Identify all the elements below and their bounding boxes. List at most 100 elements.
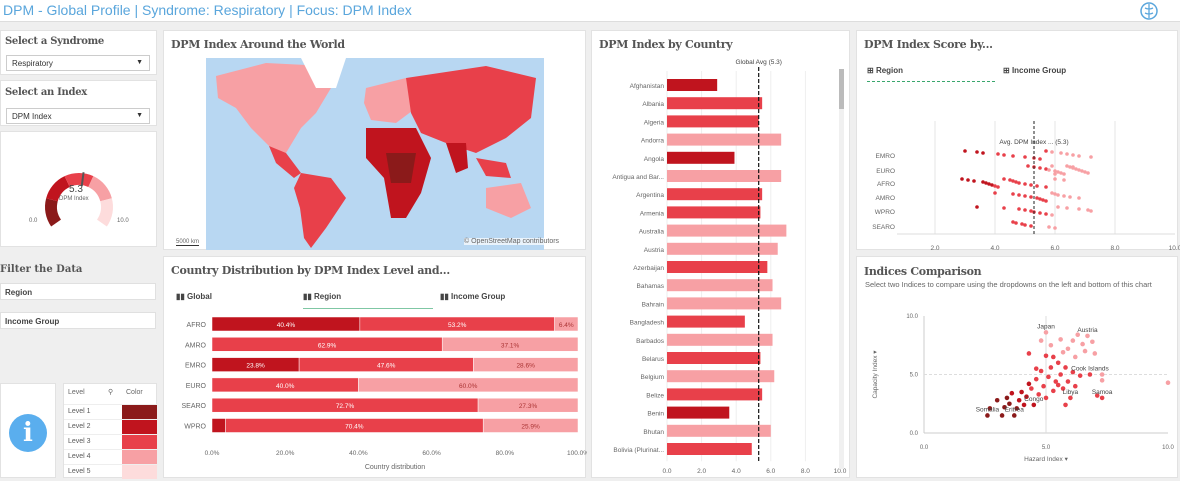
country-bar	[667, 388, 763, 401]
column-level[interactable]: Level	[68, 389, 85, 396]
x-tick-label: 10.0	[1169, 245, 1180, 252]
indices-point	[1053, 379, 1059, 384]
y-tick-label: 0.0	[910, 431, 919, 437]
map-central-africa	[386, 153, 416, 183]
point-annotation: Somalia	[976, 406, 1000, 413]
indices-point	[1024, 394, 1029, 400]
country-label: Azerbaijan	[633, 265, 664, 272]
filter-section: Filter the Data Region Income Group	[0, 258, 157, 348]
map-russia-asia	[406, 66, 536, 153]
indices-point	[1002, 404, 1007, 410]
score-point	[996, 185, 1000, 189]
score-point	[1077, 154, 1081, 158]
distribution-title: Country Distribution by DPM Index Level …	[171, 264, 450, 277]
gauge-label: DPM Index	[59, 196, 89, 202]
indices-point	[1043, 395, 1049, 401]
score-point	[972, 179, 976, 183]
score-point	[1020, 222, 1024, 226]
country-bar	[667, 224, 787, 237]
scrollbar-thumb[interactable]	[839, 69, 844, 109]
region-label: AMRO	[876, 195, 896, 202]
indices-point	[1026, 381, 1032, 387]
x-tick-label: 0.0	[662, 468, 671, 475]
score-point	[1071, 165, 1075, 169]
distribution-bar-segment	[211, 418, 226, 433]
map-attribution[interactable]: © OpenStreetMap contributors	[464, 238, 560, 245]
tab-score-region[interactable]: ⊞ Region	[867, 66, 995, 82]
country-bar	[667, 443, 752, 455]
tab-region[interactable]: ▮▮ Region	[303, 292, 433, 309]
tab-income-group[interactable]: ▮▮ Income Group	[440, 292, 506, 301]
bar-chart-icon: ▮▮	[176, 292, 188, 301]
legend-row[interactable]: Level 5	[64, 464, 158, 479]
country-label: Algeria	[644, 119, 665, 126]
legend-color-swatch	[122, 405, 157, 419]
point-annotation: Libya	[1063, 389, 1079, 396]
indices-title: Indices Comparison	[864, 265, 982, 278]
segment-label: 40.0%	[276, 383, 295, 390]
score-point	[1038, 166, 1042, 170]
gauge-segment	[44, 198, 61, 227]
legend-row[interactable]: Level 4	[64, 449, 158, 464]
indices-point	[1036, 392, 1041, 397]
segment-label: 47.6%	[377, 363, 396, 370]
score-point	[1053, 226, 1057, 230]
country-bar	[667, 170, 782, 182]
point-annotation: Congo	[1024, 396, 1044, 403]
gauge-chart	[44, 172, 113, 227]
scrollbar[interactable]	[839, 69, 844, 469]
x-tick-label: 60.0%	[422, 450, 441, 457]
country-label: Barbados	[636, 338, 665, 345]
indices-point	[1070, 338, 1076, 343]
legend-row[interactable]: Level 1	[64, 404, 158, 419]
indices-point	[1033, 366, 1039, 371]
map-southeast-asia	[476, 158, 511, 178]
gauge-segment	[46, 176, 70, 202]
legend-row[interactable]: Level 2	[64, 419, 158, 434]
syndrome-label: Select a Syndrome	[5, 36, 104, 47]
indices-point	[1016, 397, 1022, 403]
indices-point	[1090, 339, 1095, 345]
indices-point	[1082, 348, 1088, 354]
legend-color-swatch	[122, 420, 157, 434]
country-label: Belize	[646, 392, 664, 399]
gauge-min: 0.0	[29, 218, 38, 224]
score-point	[1002, 177, 1006, 181]
country-bar	[667, 206, 761, 219]
syndrome-dropdown[interactable]: Respiratory ▼	[6, 55, 150, 71]
indices-point	[1041, 383, 1046, 389]
search-icon[interactable]: ⚲	[108, 389, 114, 396]
filter-region[interactable]: Region	[0, 283, 156, 300]
x-tick-label: 6.0	[766, 468, 775, 475]
world-map[interactable]	[206, 58, 544, 250]
tab-global[interactable]: ▮▮ Global	[176, 292, 212, 301]
avg-label: Avg. DPM Index ... (5.3)	[999, 139, 1068, 146]
tab-score-income-group[interactable]: ⊞ Income Group	[1003, 66, 1067, 75]
x-tick-label: 80.0%	[496, 450, 515, 457]
indices-point	[1060, 349, 1066, 355]
country-bar	[667, 424, 771, 437]
legend-row[interactable]: Level 3	[64, 434, 158, 449]
column-color: Color	[126, 389, 143, 396]
bar-chart-icon: ▮▮	[440, 292, 452, 301]
legend-color-swatch	[122, 435, 157, 449]
score-point	[987, 182, 991, 186]
header-bar: DPM - Global Profile | Syndrome: Respira…	[0, 0, 1180, 22]
info-icon[interactable]: i	[9, 414, 47, 452]
point-annotation: Eritrea	[1005, 406, 1025, 413]
x-tick-label: 100.0%	[567, 450, 587, 457]
page-title: DPM - Global Profile | Syndrome: Respira…	[3, 2, 412, 18]
score-title: DPM Index Score by...	[864, 38, 993, 51]
score-point	[1050, 191, 1054, 195]
country-bars-panel: DPM Index by Country Afghanistan Albania A…	[591, 30, 850, 478]
score-panel: DPM Index Score by... ⊞ Region ⊞ Income …	[856, 30, 1180, 269]
index-dropdown[interactable]: DPM Index ▼	[6, 108, 150, 124]
score-point	[1038, 157, 1042, 161]
score-point	[1086, 208, 1090, 212]
y-axis-dropdown: Capacity Index ▾	[872, 350, 879, 399]
gauge-segment	[64, 173, 94, 188]
country-label: Antigua and Bar...	[612, 174, 664, 181]
country-bar	[667, 115, 759, 128]
indices-point	[1065, 379, 1071, 384]
filter-income-group[interactable]: Income Group	[0, 312, 156, 329]
